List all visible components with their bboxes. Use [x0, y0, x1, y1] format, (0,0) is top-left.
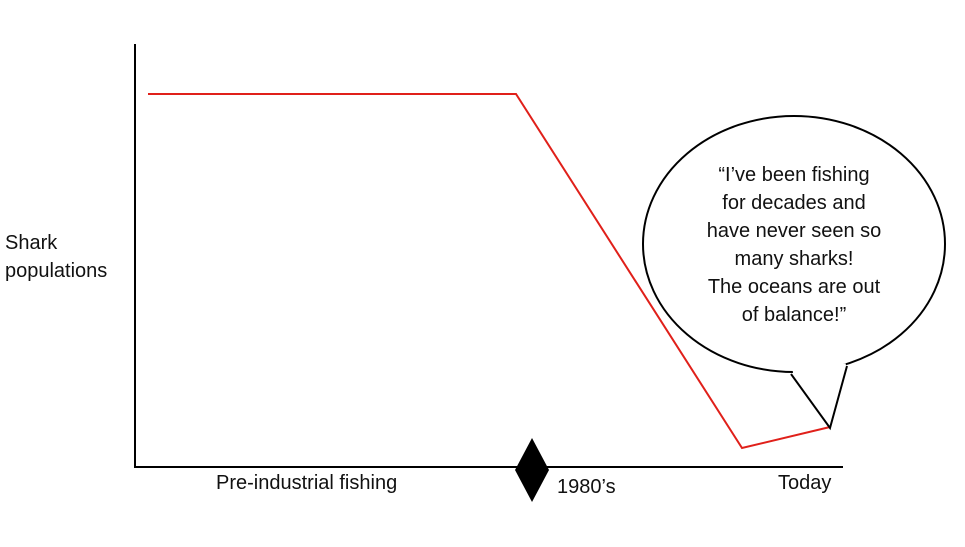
- pre-industrial-label: Pre-industrial fishing: [216, 472, 398, 494]
- quote-line: of balance!”: [741, 304, 847, 326]
- quote-line: many sharks!: [734, 248, 854, 270]
- y-axis-label: Shark populations: [5, 229, 145, 285]
- speech-bubble: [642, 115, 946, 431]
- quote-line: have never seen so: [706, 220, 882, 242]
- quote-line: The oceans are out: [707, 276, 881, 298]
- quote-line: “I’ve been fishing: [718, 164, 870, 186]
- quote-line: for decades and: [722, 192, 866, 214]
- 1980s-label: 1980’s: [557, 476, 616, 498]
- today-label: Today: [778, 472, 832, 494]
- y-axis-label-line-2: populations: [5, 260, 108, 282]
- 1980s-diamond-marker: [515, 438, 549, 502]
- speech-bubble-quote: “I’ve been fishing for decades and have …: [670, 161, 918, 329]
- shark-population-trend-line: [148, 93, 831, 450]
- y-axis-label-line-1: Shark: [5, 232, 58, 254]
- speech-bubble-tail: [790, 365, 848, 431]
